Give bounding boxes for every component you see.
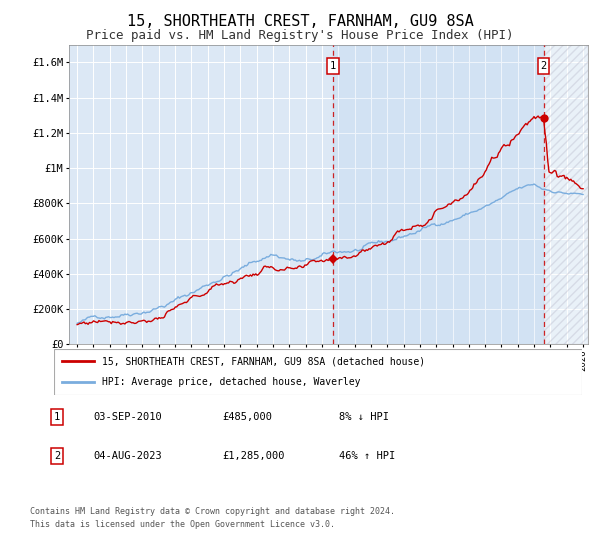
Text: 03-SEP-2010: 03-SEP-2010 [93, 412, 162, 422]
Text: 8% ↓ HPI: 8% ↓ HPI [339, 412, 389, 422]
Text: 2: 2 [541, 61, 547, 71]
Text: 15, SHORTHEATH CREST, FARNHAM, GU9 8SA (detached house): 15, SHORTHEATH CREST, FARNHAM, GU9 8SA (… [101, 356, 425, 366]
Bar [333, 45, 544, 344]
Text: HPI: Average price, detached house, Waverley: HPI: Average price, detached house, Wave… [101, 377, 360, 388]
Text: Contains HM Land Registry data © Crown copyright and database right 2024.
This d: Contains HM Land Registry data © Crown c… [30, 507, 395, 529]
Text: £485,000: £485,000 [222, 412, 272, 422]
Text: 46% ↑ HPI: 46% ↑ HPI [339, 451, 395, 461]
Text: Price paid vs. HM Land Registry's House Price Index (HPI): Price paid vs. HM Land Registry's House … [86, 29, 514, 42]
Text: 04-AUG-2023: 04-AUG-2023 [93, 451, 162, 461]
Text: 1: 1 [330, 61, 336, 71]
Text: 2: 2 [54, 451, 60, 461]
Bar [544, 45, 588, 344]
Text: 1: 1 [54, 412, 60, 422]
Text: 15, SHORTHEATH CREST, FARNHAM, GU9 8SA: 15, SHORTHEATH CREST, FARNHAM, GU9 8SA [127, 14, 473, 29]
Text: £1,285,000: £1,285,000 [222, 451, 284, 461]
FancyBboxPatch shape [54, 349, 582, 395]
